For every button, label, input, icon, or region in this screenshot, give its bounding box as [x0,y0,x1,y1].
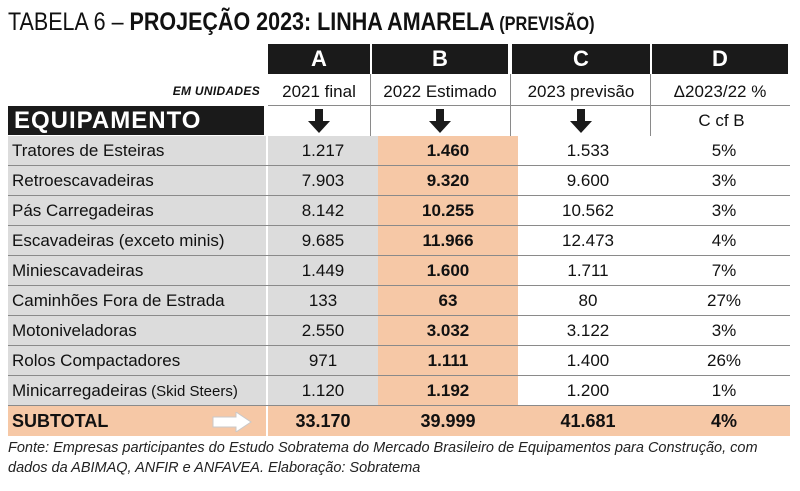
value-b: 1.600 [378,256,518,286]
table-row: Caminhões Fora de Estrada 133 63 80 27% [8,286,790,316]
equipment-name-text: Tratores de Esteiras [12,141,165,160]
value-b: 3.032 [378,316,518,346]
subtotal-a: 33.170 [268,406,378,436]
value-b: 10.255 [378,196,518,226]
value-d: 7% [658,256,790,286]
value-b: 11.966 [378,226,518,256]
column-b-header: B [372,44,508,74]
equipment-name: Minicarregadeiras (Skid Steers) [8,376,266,406]
value-a: 1.217 [268,136,378,166]
column-d-label: Δ2023/22 % [673,82,767,101]
value-c: 1.400 [518,346,658,376]
column-d-note: C cf B [698,111,745,130]
value-d: 26% [658,346,790,376]
equipment-name: Motoniveladoras [8,316,266,346]
value-c: 3.122 [518,316,658,346]
value-c: 10.562 [518,196,658,226]
value-c: 12.473 [518,226,658,256]
table-row: Miniescavadeiras 1.449 1.600 1.711 7% [8,256,790,286]
value-d: 3% [658,166,790,196]
equipment-name: Caminhões Fora de Estrada [8,286,266,316]
table-title-main: PROJEÇÃO 2023: LINHA AMARELA [129,8,495,36]
equipment-name-text: Motoniveladoras [12,321,137,340]
table-row: Rolos Compactadores 971 1.111 1.400 26% [8,346,790,376]
value-b: 9.320 [378,166,518,196]
value-b: 1.460 [378,136,518,166]
subtotal-c: 41.681 [518,406,658,436]
value-a: 8.142 [268,196,378,226]
value-d: 1% [658,376,790,406]
value-b: 1.111 [378,346,518,376]
column-b-label: 2022 Estimado [383,82,497,101]
arrow-down-icon [512,106,650,136]
equipment-name-text: Miniescavadeiras [12,261,144,280]
column-d-header: D [652,44,788,74]
equipment-name: Tratores de Esteiras [8,136,266,166]
equipment-name: Miniescavadeiras [8,256,266,286]
value-d: 4% [658,226,790,256]
equipment-name-text: Retroescavadeiras [12,171,154,190]
value-d: 3% [658,316,790,346]
equipment-name-text: Pás Carregadeiras [12,201,154,220]
value-a: 971 [268,346,378,376]
table-title-note: (PREVISÃO) [494,14,595,35]
value-c: 1.200 [518,376,658,406]
subtotal-d: 4% [658,406,790,436]
value-a: 2.550 [268,316,378,346]
arrow-down-icon [268,106,370,136]
column-c-header: C [512,44,650,74]
equipment-name: Retroescavadeiras [8,166,266,196]
value-a: 7.903 [268,166,378,196]
value-c: 1.533 [518,136,658,166]
table-title: TABELA 6 – PROJEÇÃO 2023: LINHA AMARELA … [8,6,595,41]
subtotal-label-text: SUBTOTAL [12,410,109,431]
value-a: 133 [268,286,378,316]
table-row: Minicarregadeiras (Skid Steers) 1.120 1.192… [8,376,790,406]
value-b: 63 [378,286,518,316]
value-a: 1.449 [268,256,378,286]
column-a-label: 2021 final [282,82,356,101]
subtotal-row: SUBTOTAL 33.170 39.999 41.681 4% [8,406,790,436]
column-a-header: A [268,44,370,74]
table-number: TABELA 6 – [8,8,130,36]
equipment-header: EQUIPAMENTO [8,106,264,135]
column-c-label: 2023 previsão [527,82,635,101]
subtotal-b: 39.999 [378,406,518,436]
value-d: 27% [658,286,790,316]
equipment-name-suffix: (Skid Steers) [151,382,238,400]
value-d: 5% [658,136,790,166]
equipment-name: Pás Carregadeiras [8,196,266,226]
equipment-name-text: Minicarregadeiras [12,381,148,400]
footnote: Fonte: Empresas participantes do Estudo … [8,440,758,476]
table-row: Tratores de Esteiras 1.217 1.460 1.533 5% [8,136,790,166]
value-d: 3% [658,196,790,226]
value-c: 1.711 [518,256,658,286]
equipment-name-text: Escavadeiras (exceto minis) [12,231,225,250]
arrow-down-icon [372,106,508,136]
arrow-right-icon [212,412,252,432]
value-c: 80 [518,286,658,316]
equipment-name-text: Caminhões Fora de Estrada [12,291,225,310]
table-row: Motoniveladoras 2.550 3.032 3.122 3% [8,316,790,346]
equipment-name-text: Rolos Compactadores [12,351,181,370]
equipment-name: Escavadeiras (exceto minis) [8,226,266,256]
table-row: Pás Carregadeiras 8.142 10.255 10.562 3% [8,196,790,226]
value-b: 1.192 [378,376,518,406]
subtotal-label: SUBTOTAL [8,406,266,436]
table-row: Retroescavadeiras 7.903 9.320 9.600 3% [8,166,790,196]
table-row: Escavadeiras (exceto minis) 9.685 11.966 12… [8,226,790,256]
value-a: 1.120 [268,376,378,406]
equipment-name: Rolos Compactadores [8,346,266,376]
value-a: 9.685 [268,226,378,256]
units-label: EM UNIDADES [172,84,260,98]
value-c: 9.600 [518,166,658,196]
